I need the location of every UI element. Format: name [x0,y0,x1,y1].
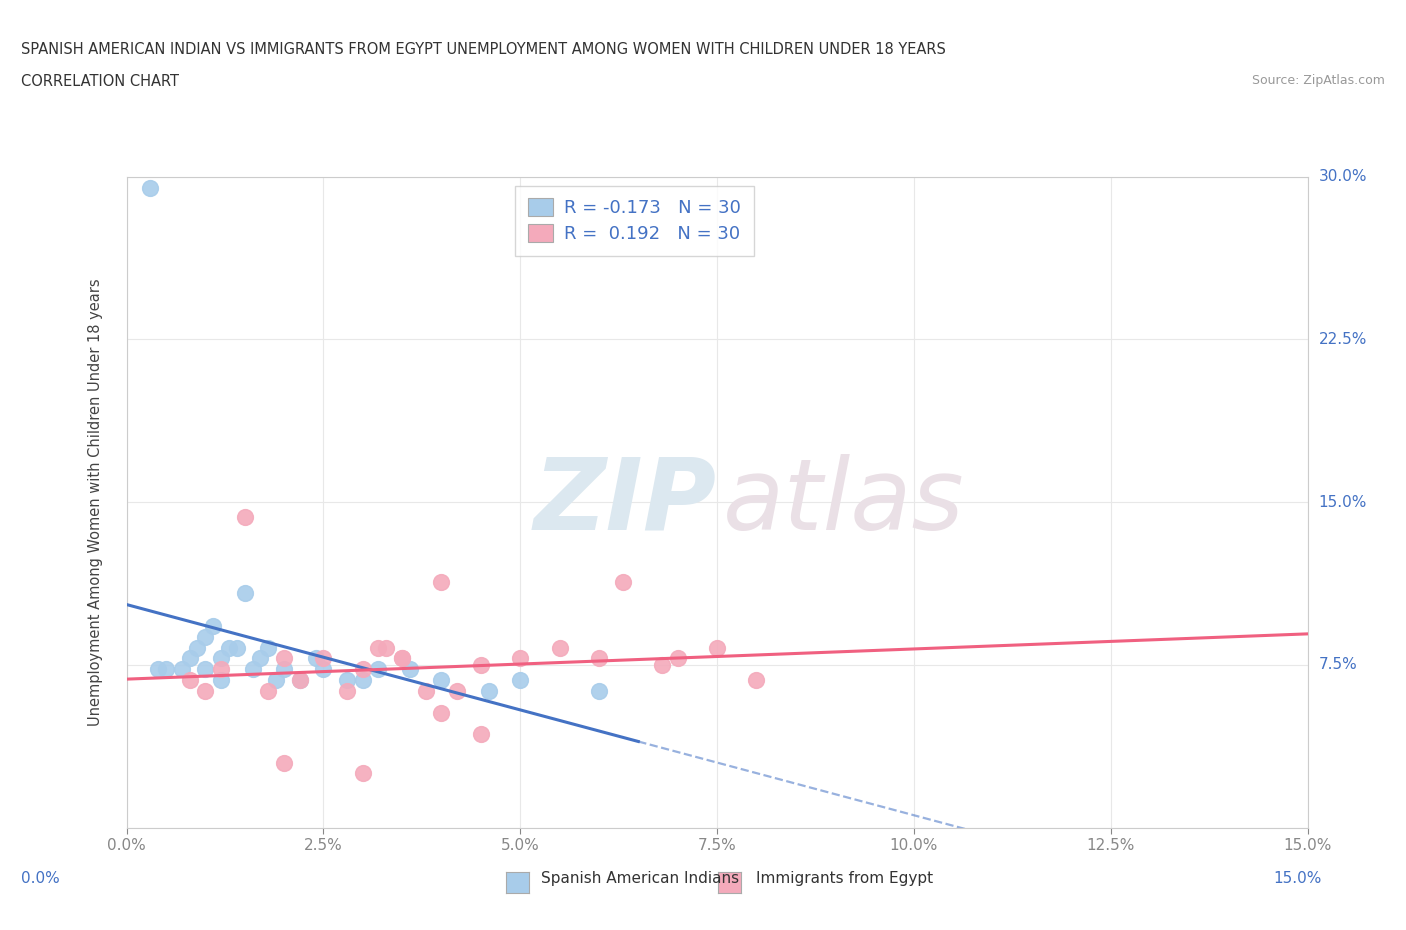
Y-axis label: Unemployment Among Women with Children Under 18 years: Unemployment Among Women with Children U… [89,278,103,726]
Point [470,658,492,672]
Point [194,630,217,644]
Point [399,662,422,677]
Text: 22.5%: 22.5% [1319,332,1367,347]
Text: 15.0%: 15.0% [1319,495,1367,510]
Point [179,651,201,666]
Point [588,684,610,698]
Point [273,755,295,770]
Point [509,672,531,687]
Point [155,662,177,677]
Point [415,684,437,698]
Point [186,640,208,655]
Point [257,640,280,655]
Text: Source: ZipAtlas.com: Source: ZipAtlas.com [1251,74,1385,87]
Point [146,662,169,677]
Point [352,766,374,781]
Point [430,575,453,590]
Point [288,672,311,687]
Point [249,651,271,666]
Legend: R = -0.173   N = 30, R =  0.192   N = 30: R = -0.173 N = 30, R = 0.192 N = 30 [515,186,754,256]
Point [209,672,232,687]
Point [202,618,225,633]
Point [352,662,374,677]
Point [233,586,256,601]
Point [470,727,492,742]
Point [233,510,256,525]
Point [336,672,359,687]
Point [367,662,389,677]
Point [170,662,193,677]
Text: 0.0%: 0.0% [21,871,60,886]
Text: ZIP: ZIP [534,454,717,551]
Point [509,651,531,666]
Point [257,684,280,698]
Point [352,672,374,687]
Point [745,672,768,687]
Point [312,662,335,677]
Text: SPANISH AMERICAN INDIAN VS IMMIGRANTS FROM EGYPT UNEMPLOYMENT AMONG WOMEN WITH C: SPANISH AMERICAN INDIAN VS IMMIGRANTS FR… [21,42,946,57]
Text: Immigrants from Egypt: Immigrants from Egypt [756,871,934,886]
Point [218,640,240,655]
Point [391,651,413,666]
Point [588,651,610,666]
Point [194,662,217,677]
Point [706,640,728,655]
Point [242,662,264,677]
Point [336,684,359,698]
Point [225,640,247,655]
Point [209,662,232,677]
Text: 7.5%: 7.5% [1319,658,1357,672]
Text: Spanish American Indians: Spanish American Indians [541,871,740,886]
Point [430,672,453,687]
Point [264,672,287,687]
Point [288,672,311,687]
Point [312,651,335,666]
Text: CORRELATION CHART: CORRELATION CHART [21,74,179,89]
Point [612,575,634,590]
Point [209,651,232,666]
Point [367,640,389,655]
Point [139,180,162,195]
Point [478,684,501,698]
Point [179,672,201,687]
Text: 15.0%: 15.0% [1274,871,1322,886]
Point [273,651,295,666]
Point [430,705,453,720]
Text: atlas: atlas [723,454,965,551]
Point [548,640,571,655]
Point [666,651,689,666]
Point [304,651,326,666]
Point [651,658,673,672]
Point [194,684,217,698]
Point [273,662,295,677]
Text: 30.0%: 30.0% [1319,169,1367,184]
Point [375,640,398,655]
Point [446,684,468,698]
Point [391,651,413,666]
